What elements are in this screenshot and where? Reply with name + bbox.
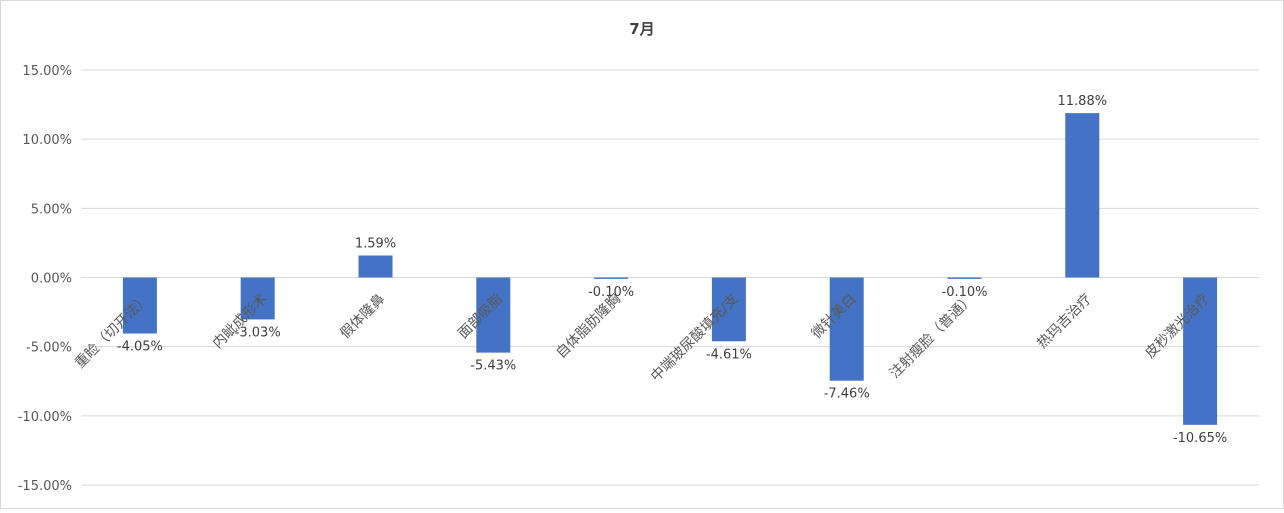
bar [358, 255, 393, 278]
category-label: 内眦成形术 [210, 291, 271, 352]
data-label: -5.43% [470, 359, 516, 374]
bar [829, 277, 864, 381]
category-label: 注射瘦脸（普通） [886, 290, 977, 381]
bar [1065, 113, 1100, 278]
category-label: 自体脂肪隆胸 [553, 291, 624, 362]
bar [122, 277, 157, 334]
category-label: 热玛吉治疗 [1034, 291, 1095, 352]
gridlines [81, 69, 1259, 486]
bar [594, 277, 629, 279]
bar [711, 277, 746, 342]
bar [240, 277, 275, 320]
y-tick-label: -15.00% [18, 479, 72, 494]
data-label: -3.03% [235, 325, 281, 340]
y-tick-label: 5.00% [31, 202, 72, 217]
data-label: 11.88% [1058, 94, 1108, 109]
data-label: -0.10% [942, 285, 988, 300]
y-tick-label: 15.00% [22, 64, 72, 79]
y-tick-label: -5.00% [26, 341, 72, 356]
data-label: -4.05% [117, 340, 163, 355]
y-tick-label: 0.00% [31, 272, 72, 287]
data-label: -7.46% [824, 387, 870, 402]
data-labels: -4.05% -3.03% 1.59% -5.43% -0.10% -4.61% -7.46… [117, 94, 1227, 446]
category-label: 假体隆鼻 [337, 290, 389, 342]
y-tick-label: 10.00% [22, 133, 72, 148]
data-label: -4.61% [706, 347, 752, 362]
data-label: 1.59% [355, 237, 396, 252]
chart-title: 7月 [629, 20, 654, 38]
y-tick-label: -10.00% [18, 410, 72, 425]
bars [122, 113, 1218, 425]
bar [476, 277, 511, 353]
data-label: -10.65% [1173, 431, 1227, 446]
y-axis-ticks: 15.00% 10.00% 5.00% 0.00% -5.00% -10.00% -15.0… [18, 64, 72, 494]
bar [947, 277, 982, 279]
bar [1183, 277, 1218, 425]
data-label: -0.10% [588, 285, 634, 300]
